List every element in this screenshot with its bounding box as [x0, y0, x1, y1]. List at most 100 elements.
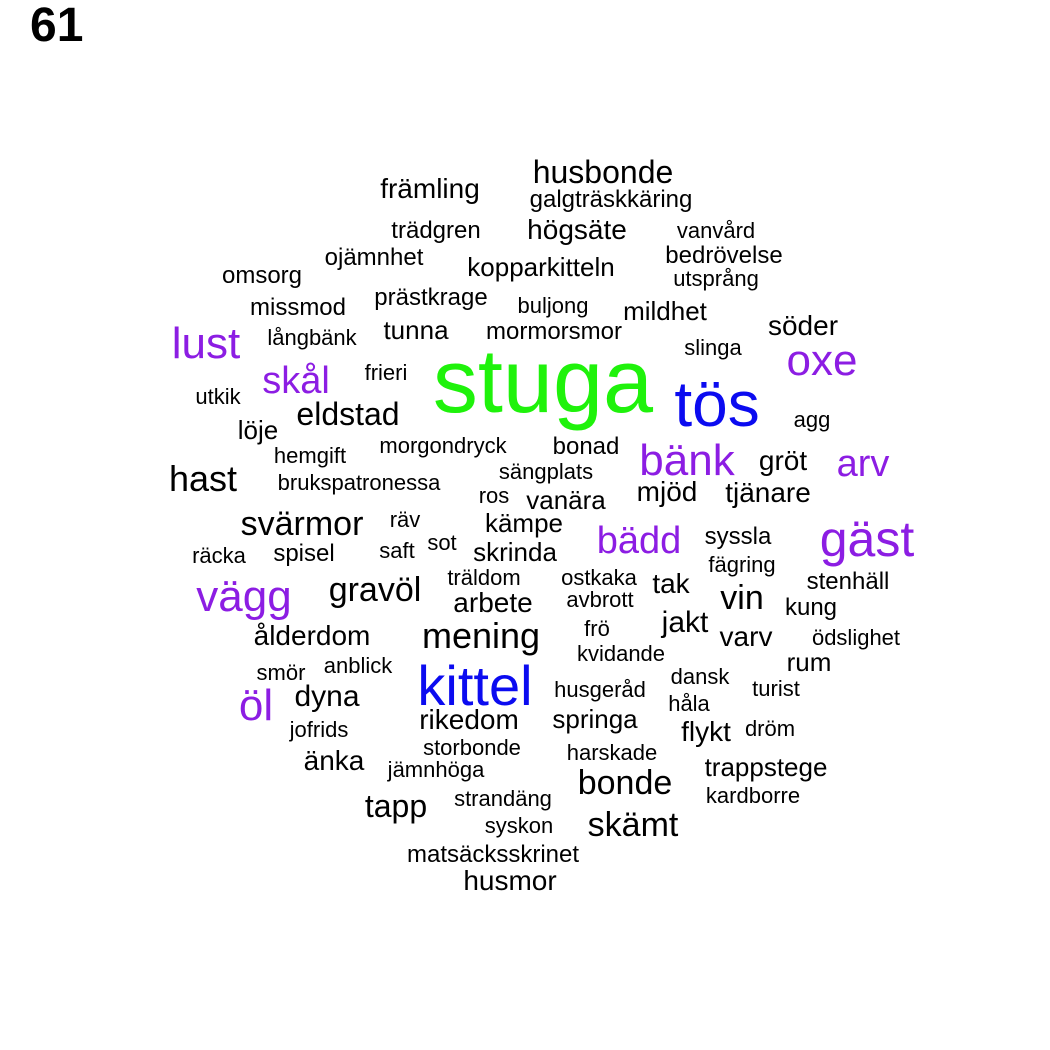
cloud-word: stenhäll — [806, 568, 890, 595]
cloud-word: gröt — [758, 445, 808, 476]
cloud-word: ålderdom — [253, 620, 371, 651]
cloud-word: arv — [836, 443, 890, 485]
cloud-word: bädd — [596, 520, 682, 562]
cloud-word: storbonde — [423, 735, 521, 760]
cloud-word: tak — [652, 568, 690, 599]
cloud-word: tapp — [364, 788, 428, 824]
cloud-word: trädgren — [391, 217, 481, 244]
cloud-word: bedrövelse — [665, 242, 783, 269]
cloud-word: vanvård — [676, 218, 756, 243]
cloud-word: brukspatronessa — [277, 470, 441, 495]
cloud-word: kittel — [417, 654, 533, 717]
cloud-word: springa — [552, 704, 638, 734]
cloud-word: vanära — [526, 485, 606, 515]
cloud-word: kung — [784, 594, 838, 621]
cloud-word: håla — [668, 691, 710, 716]
cloud-word: ödslighet — [811, 625, 901, 650]
cloud-word: syskon — [484, 813, 554, 838]
cloud-word: spisel — [273, 540, 335, 567]
cloud-word: omsorg — [221, 262, 303, 289]
cloud-word: jofrids — [289, 717, 349, 742]
cloud-word: dyna — [294, 680, 360, 713]
cloud-word: husmor — [463, 865, 557, 896]
cloud-word: kvidande — [576, 641, 666, 666]
cloud-word: vägg — [196, 572, 292, 621]
cloud-word: slinga — [684, 335, 742, 360]
cloud-word: trappstege — [704, 752, 828, 782]
cloud-word: husgeråd — [554, 677, 646, 702]
cloud-word: prästkrage — [374, 284, 488, 311]
cloud-word: husbonde — [532, 154, 674, 190]
cloud-word: anblick — [323, 653, 393, 678]
cloud-word: dansk — [670, 664, 730, 689]
cloud-word: bänk — [639, 436, 735, 485]
cloud-word: gäst — [819, 511, 915, 567]
cloud-word: kardborre — [705, 783, 801, 808]
cloud-word: buljong — [517, 293, 589, 318]
cloud-word: skål — [262, 360, 330, 402]
cloud-word: arbete — [453, 587, 533, 618]
cloud-word: löje — [237, 415, 279, 445]
cloud-word: tös — [674, 368, 760, 440]
cloud-word: rum — [786, 647, 832, 677]
cloud-word: skrinda — [473, 537, 557, 567]
cloud-word: bonde — [577, 764, 673, 802]
cloud-word: svärmor — [240, 505, 364, 543]
cloud-word: tjänare — [725, 477, 811, 508]
cloud-word: oxe — [786, 336, 858, 385]
cloud-word: flykt — [681, 716, 731, 747]
cloud-word: mening — [421, 615, 541, 656]
cloud-word: gravöl — [328, 571, 422, 609]
cloud-word: hast — [168, 458, 238, 499]
cloud-word: strandäng — [454, 786, 552, 811]
cloud-word: turist — [752, 676, 800, 701]
cloud-word: jämnhöga — [387, 757, 485, 782]
cloud-word: utkik — [195, 384, 241, 409]
page-number: 61 — [30, 0, 84, 52]
cloud-word: saft — [379, 538, 415, 563]
cloud-word: fägring — [708, 552, 776, 577]
cloud-word: vin — [720, 579, 764, 617]
cloud-word: sot — [427, 530, 457, 555]
cloud-word: dröm — [744, 716, 796, 741]
cloud-word: eldstad — [296, 396, 400, 432]
cloud-word: stuga — [432, 332, 654, 432]
cloud-word: avbrott — [566, 587, 634, 612]
cloud-word: syssla — [704, 523, 772, 550]
cloud-word: galgträskkäring — [529, 186, 693, 213]
cloud-word: bonad — [552, 433, 620, 460]
cloud-word: tunna — [383, 315, 449, 345]
cloud-word: varv — [719, 621, 773, 652]
cloud-word: ros — [478, 483, 510, 508]
cloud-word: matsäcksskrinet — [406, 841, 580, 868]
cloud-word: mjöd — [636, 476, 698, 507]
cloud-word: harskade — [566, 740, 658, 765]
cloud-word: agg — [793, 407, 831, 432]
cloud-word: änka — [303, 745, 365, 776]
cloud-word: räv — [389, 507, 421, 532]
cloud-word: skämt — [587, 806, 679, 844]
cloud-word: smör — [256, 660, 306, 685]
cloud-word: ostkaka — [561, 565, 637, 590]
cloud-word: rikedom — [419, 704, 519, 735]
cloud-word: kopparkitteln — [467, 252, 615, 282]
cloud-word: räcka — [192, 543, 246, 568]
cloud-word: träldom — [447, 565, 521, 590]
cloud-word: sängplats — [498, 459, 594, 484]
cloud-word: frieri — [364, 360, 408, 385]
cloud-word: främling — [380, 173, 480, 204]
cloud-word: jakt — [661, 606, 709, 639]
cloud-word: ojämnhet — [324, 244, 424, 271]
cloud-word: mildhet — [623, 296, 707, 326]
cloud-word: lust — [171, 319, 241, 368]
cloud-word: hemgift — [273, 443, 347, 468]
cloud-word: långbänk — [267, 325, 357, 350]
cloud-word: högsäte — [527, 214, 627, 245]
cloud-word: missmod — [249, 294, 347, 321]
cloud-word: utsprång — [673, 266, 759, 291]
cloud-word: morgondryck — [379, 433, 507, 458]
cloud-word: kämpe — [484, 508, 564, 538]
cloud-word: frö — [584, 616, 610, 641]
cloud-word: söder — [767, 310, 839, 341]
